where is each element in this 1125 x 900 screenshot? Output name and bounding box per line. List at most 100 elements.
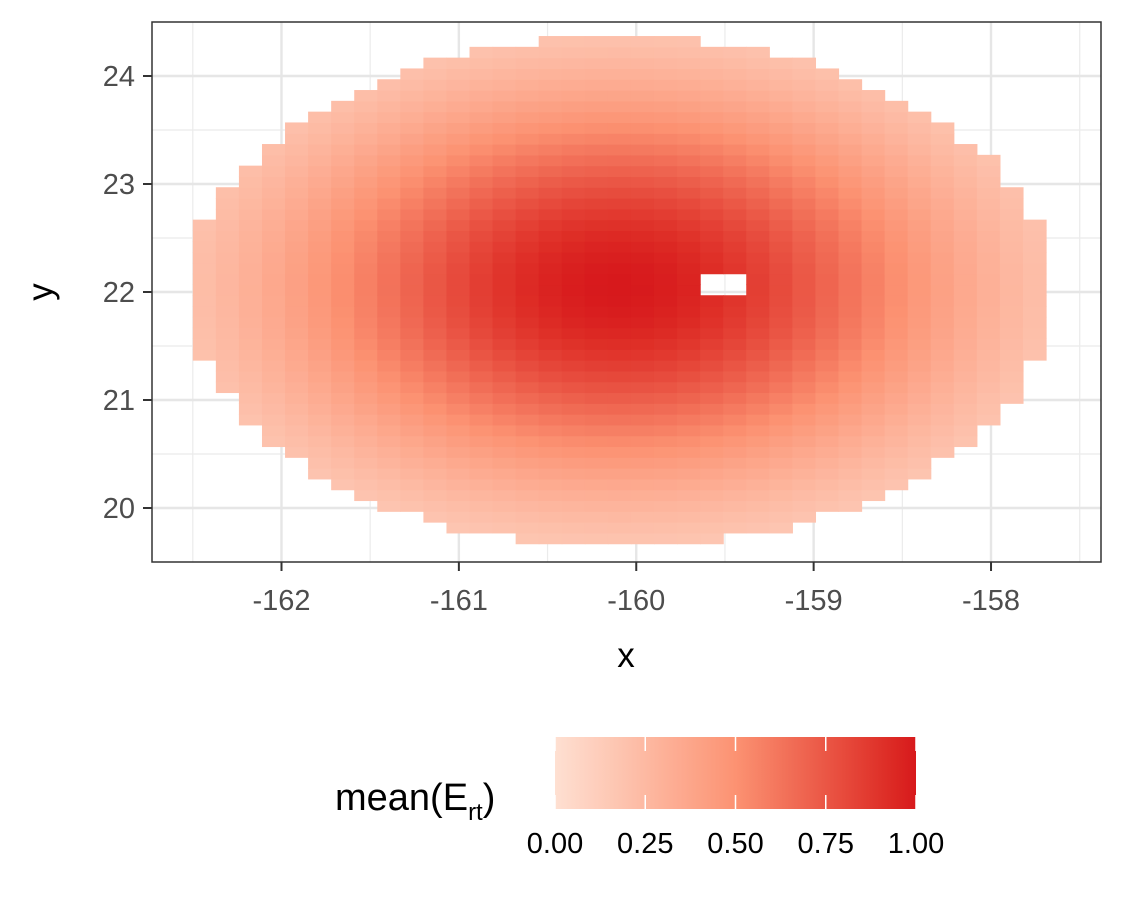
heatmap-tile	[677, 295, 701, 307]
heatmap-tile	[769, 360, 793, 372]
heatmap-tile	[815, 133, 840, 145]
heatmap-tile	[999, 316, 1024, 329]
heatmap-tile	[377, 360, 401, 372]
heatmap-tile	[238, 219, 263, 232]
heatmap-tile	[746, 68, 770, 80]
heatmap-tile	[561, 68, 586, 80]
heatmap-tile	[607, 219, 632, 232]
heatmap-tile	[285, 262, 309, 275]
heatmap-tile	[838, 424, 863, 437]
heatmap-tile	[838, 468, 863, 480]
heatmap-tile	[700, 230, 724, 242]
heatmap-tile	[815, 370, 840, 383]
heatmap-tile	[607, 165, 632, 178]
heatmap-tile	[907, 370, 932, 383]
heatmap-tile	[538, 435, 563, 448]
heatmap-tile	[423, 403, 448, 415]
heatmap-tile	[561, 349, 586, 361]
heatmap-tile	[308, 468, 332, 480]
heatmap-tile	[446, 284, 471, 296]
heatmap-tile	[700, 295, 724, 307]
heatmap-tile	[815, 306, 840, 318]
heatmap-tile	[930, 360, 955, 372]
heatmap-tile	[331, 144, 355, 156]
heatmap-tile	[538, 144, 563, 156]
heatmap-tile	[377, 165, 401, 178]
heatmap-tile	[308, 252, 332, 264]
heatmap-tile	[584, 165, 609, 178]
heatmap-tile	[561, 316, 586, 329]
heatmap-tile	[331, 111, 355, 124]
heatmap-tile	[723, 187, 747, 199]
heatmap-tile	[469, 57, 494, 70]
heatmap-tile	[285, 154, 309, 167]
heatmap-tile	[653, 176, 678, 188]
heatmap-tile	[930, 392, 955, 404]
heatmap-tile	[377, 446, 401, 458]
heatmap-tile	[607, 457, 632, 469]
heatmap-tile	[354, 457, 378, 469]
heatmap-tile	[308, 241, 332, 253]
heatmap-tile	[377, 489, 401, 502]
heatmap-tile	[815, 273, 840, 286]
heatmap-tile	[446, 511, 471, 523]
heatmap-tile	[630, 79, 655, 91]
heatmap-tile	[423, 79, 448, 91]
heatmap-tile	[261, 154, 286, 167]
heatmap-tile	[884, 457, 909, 469]
heatmap-tile	[607, 208, 632, 221]
heatmap-tile	[884, 392, 909, 404]
heatmap-tile	[354, 446, 378, 458]
heatmap-tile	[930, 370, 955, 383]
heatmap-tile	[423, 198, 448, 210]
heatmap-tile	[584, 327, 609, 340]
heatmap-tile	[561, 532, 586, 545]
heatmap-tile	[423, 370, 448, 383]
heatmap-tile	[561, 154, 586, 167]
heatmap-tile	[515, 478, 540, 491]
heatmap-tile	[861, 284, 886, 296]
heatmap-tile	[999, 284, 1024, 296]
heatmap-tile	[769, 381, 793, 394]
heatmap-tile	[377, 133, 401, 145]
heatmap-tile	[446, 414, 471, 426]
heatmap-tile	[907, 446, 932, 458]
heatmap-tile	[861, 338, 886, 350]
heatmap-tile	[446, 327, 471, 340]
heatmap-tile	[492, 133, 517, 145]
heatmap-tile	[423, 57, 448, 70]
heatmap-tile	[976, 295, 1001, 307]
heatmap-tile	[354, 187, 378, 199]
heatmap-tile	[630, 435, 655, 448]
heatmap-tile	[492, 219, 517, 232]
heatmap-tile	[538, 252, 563, 264]
heatmap-tile	[285, 165, 309, 178]
heatmap-tile	[308, 208, 332, 221]
heatmap-tile	[861, 392, 886, 404]
heatmap-tile	[907, 241, 932, 253]
heatmap-tile	[723, 176, 747, 188]
heatmap-tile	[884, 349, 909, 361]
heatmap-tile	[538, 154, 563, 167]
heatmap-tile	[400, 500, 424, 512]
heatmap-tile	[884, 262, 909, 275]
heatmap-tile	[677, 187, 701, 199]
heatmap-tile	[538, 424, 563, 437]
heatmap-tile	[861, 381, 886, 394]
heatmap-tile	[677, 446, 701, 458]
heatmap-tile	[792, 424, 817, 437]
heatmap-tile	[538, 446, 563, 458]
heatmap-tile	[469, 392, 494, 404]
heatmap-tile	[630, 187, 655, 199]
heatmap-tile	[331, 327, 355, 340]
heatmap-tile	[953, 349, 978, 361]
heatmap-tile	[238, 187, 263, 199]
heatmap-tile	[400, 435, 424, 448]
heatmap-tile	[723, 165, 747, 178]
heatmap-tile	[884, 241, 909, 253]
heatmap-tile	[215, 316, 240, 329]
heatmap-tile	[999, 295, 1024, 307]
heatmap-tile	[746, 79, 770, 91]
heatmap-tile	[838, 176, 863, 188]
heatmap-tile	[400, 306, 424, 318]
